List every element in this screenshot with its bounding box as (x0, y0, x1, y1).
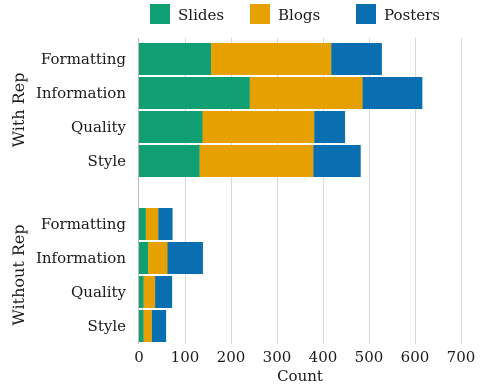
bar-with-rep-style-blogs (199, 145, 314, 177)
bar-without-rep-information-posters (167, 242, 203, 274)
category-label-with-rep-formatting: Formatting (41, 50, 126, 68)
legend-swatch-slides (150, 4, 170, 24)
bar-without-rep-formatting-blogs (145, 208, 159, 240)
category-labels: Formatting Information Quality Style Formatt… (36, 50, 127, 335)
bar-with-rep-quality-posters (314, 111, 346, 143)
bar-with-rep-quality-blogs (202, 111, 315, 143)
bar-with-rep-style-posters (313, 145, 361, 177)
bar-with-rep-formatting-posters (331, 43, 382, 75)
bar-without-rep-style-slides (139, 310, 144, 342)
legend: Slides Blogs Posters (150, 4, 440, 24)
x-tick-label-700: 700 (447, 348, 476, 366)
x-tick-label-100: 100 (171, 348, 200, 366)
bar-with-rep-quality-slides (139, 111, 203, 143)
x-axis-title: Count (277, 367, 323, 385)
category-label-with-rep-style: Style (88, 152, 127, 170)
bar-without-rep-information-blogs (148, 242, 168, 274)
category-label-without-rep-information: Information (36, 249, 126, 267)
legend-label-slides: Slides (178, 6, 224, 24)
x-tick-labels: 0 100 200 300 400 500 600 700 (134, 348, 475, 366)
bar-with-rep-style-slides (139, 145, 200, 177)
bar-without-rep-formatting-slides (139, 208, 146, 240)
legend-swatch-posters (356, 4, 376, 24)
x-tick-label-0: 0 (134, 348, 144, 366)
legend-label-posters: Posters (384, 6, 440, 24)
bar-with-rep-formatting-blogs (211, 43, 332, 75)
x-tick-label-600: 600 (401, 348, 430, 366)
group-labels: With Rep Without Rep (9, 73, 28, 326)
legend-label-blogs: Blogs (278, 6, 320, 24)
group-label-without-rep: Without Rep (9, 224, 28, 325)
x-tick-label-200: 200 (217, 348, 246, 366)
bars (139, 43, 423, 342)
group-label-with-rep: With Rep (9, 73, 28, 148)
bar-with-rep-formatting-slides (139, 43, 212, 75)
category-label-without-rep-style: Style (88, 317, 127, 335)
x-tick-label-500: 500 (355, 348, 384, 366)
x-tick-label-300: 300 (263, 348, 292, 366)
bar-with-rep-information-slides (139, 77, 250, 109)
bar-with-rep-information-posters (362, 77, 423, 109)
bar-with-rep-information-blogs (249, 77, 363, 109)
bar-without-rep-style-posters (151, 310, 167, 342)
category-label-with-rep-information: Information (36, 84, 126, 102)
x-tick-label-400: 400 (309, 348, 338, 366)
category-label-with-rep-quality: Quality (71, 118, 127, 136)
category-label-without-rep-formatting: Formatting (41, 215, 126, 233)
bar-without-rep-information-slides (139, 242, 149, 274)
bar-without-rep-quality-blogs (143, 276, 156, 308)
legend-swatch-blogs (250, 4, 270, 24)
bar-without-rep-quality-posters (155, 276, 173, 308)
bar-without-rep-quality-slides (139, 276, 144, 308)
bar-without-rep-formatting-posters (158, 208, 173, 240)
bar-without-rep-style-blogs (143, 310, 152, 342)
category-label-without-rep-quality: Quality (71, 283, 127, 301)
